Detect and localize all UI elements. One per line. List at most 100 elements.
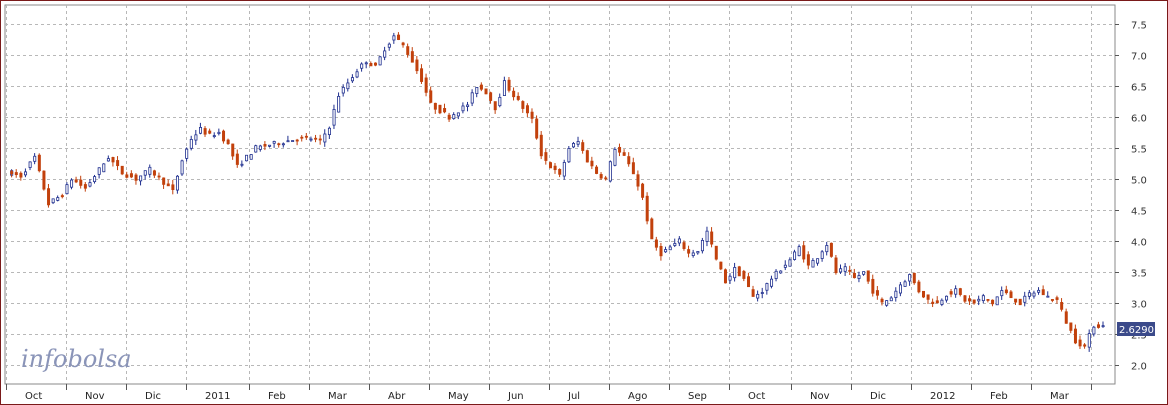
x-tick-label: Oct (25, 391, 42, 402)
candle-body (733, 267, 737, 279)
candle-body (70, 179, 74, 188)
candle-body (429, 90, 433, 103)
candle-body (1083, 344, 1087, 347)
candle-body (263, 144, 267, 147)
candle-body (935, 300, 939, 304)
candle-body (180, 160, 184, 175)
candle-body (392, 35, 396, 41)
candle-body (636, 174, 640, 187)
candle-body (677, 238, 681, 244)
candle-body (512, 90, 516, 98)
x-tick-label: Feb (990, 391, 1008, 402)
candle-body (1027, 292, 1031, 297)
candle-body (986, 299, 990, 301)
x-tick-label: May (448, 391, 469, 402)
candle-body (700, 240, 704, 252)
candle-body (654, 239, 658, 248)
candle-body (691, 252, 695, 256)
candle-body (922, 290, 926, 298)
candle-body (217, 131, 221, 135)
candle-body (433, 102, 437, 110)
candle-body (47, 188, 51, 206)
candle-body (401, 42, 405, 46)
candle-body (231, 143, 235, 157)
candle-body (797, 246, 801, 257)
candle-body (281, 143, 285, 146)
candle-body (991, 299, 995, 305)
candle-body (498, 96, 502, 107)
candle-body (737, 266, 741, 277)
candle-body (590, 160, 594, 167)
candle-body (641, 183, 645, 198)
candle-body (378, 56, 382, 66)
candle-body (189, 139, 193, 149)
candle-body (1092, 326, 1096, 335)
x-tick-label: Nov (810, 391, 830, 402)
y-tick-label: 5.0 (1131, 176, 1147, 187)
candle-body (1009, 291, 1013, 299)
candle-body (1000, 290, 1004, 297)
candle-body (74, 179, 78, 183)
x-tick-label: Sep (688, 391, 707, 402)
x-tick-label: Oct (748, 391, 765, 402)
candle-body (83, 184, 87, 189)
candle-body (728, 275, 732, 281)
candle-body (272, 141, 276, 144)
candle-body (719, 261, 723, 270)
candle-body (539, 134, 543, 157)
candle-body (834, 257, 838, 274)
candle-body (1046, 295, 1050, 298)
candle-body (28, 161, 32, 168)
x-tick-label: Ago (628, 391, 647, 402)
candle-body (968, 298, 972, 302)
candle-body (760, 292, 764, 294)
candle-body (106, 158, 110, 162)
candle-body (535, 118, 539, 139)
y-tick-label: 7.5 (1131, 21, 1147, 32)
candle-body (839, 268, 843, 273)
candle-body (226, 139, 230, 145)
candle-body (765, 283, 769, 291)
candle-body (456, 112, 460, 117)
candle-body (240, 163, 244, 166)
candle-body (530, 111, 534, 119)
candle-body (507, 79, 511, 91)
candle-body (318, 138, 322, 141)
candle-body (1041, 289, 1045, 296)
candle-body (143, 170, 147, 176)
candle-body (1060, 302, 1064, 310)
candle-body (585, 150, 589, 163)
candle-body (420, 68, 424, 82)
candle-body (14, 172, 18, 176)
candle-body (199, 127, 203, 134)
candle-body (548, 162, 552, 169)
candle-body (489, 92, 493, 101)
candle-body (705, 230, 709, 242)
candle-body (37, 154, 41, 172)
grid-lines (4, 4, 1116, 385)
candle-body (949, 291, 953, 295)
candle-body (341, 86, 345, 94)
candle-body (742, 270, 746, 279)
candle-body (903, 281, 907, 287)
candle-body (604, 177, 608, 180)
last-value-badge-bg (1117, 322, 1155, 336)
x-tick-label: Dic (870, 391, 886, 402)
candle-body (898, 284, 902, 294)
candle-body (1078, 339, 1082, 347)
candle-body (816, 258, 820, 264)
candle-body (618, 146, 622, 153)
candle-body (525, 105, 529, 114)
candle-body (972, 299, 976, 304)
candle-body (222, 130, 226, 142)
candle-body (300, 136, 304, 139)
candle-body (627, 156, 631, 165)
candle-body (397, 34, 401, 40)
candle-body (747, 276, 751, 288)
candle-body (931, 301, 935, 305)
candle-body (995, 296, 999, 306)
candle-body (1101, 325, 1105, 328)
candle-body (696, 251, 700, 254)
candle-body (65, 184, 69, 195)
candle-body (793, 251, 797, 260)
